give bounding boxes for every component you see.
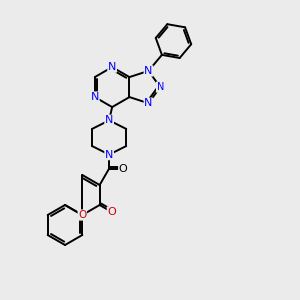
- Text: N: N: [105, 150, 113, 160]
- Text: N: N: [105, 116, 113, 125]
- Text: O: O: [119, 164, 128, 173]
- Text: N: N: [108, 62, 116, 72]
- Text: O: O: [78, 210, 86, 220]
- Text: O: O: [107, 207, 116, 217]
- Text: N: N: [157, 82, 164, 92]
- Text: N: N: [144, 66, 153, 76]
- Text: N: N: [91, 92, 99, 102]
- Text: N: N: [144, 98, 153, 108]
